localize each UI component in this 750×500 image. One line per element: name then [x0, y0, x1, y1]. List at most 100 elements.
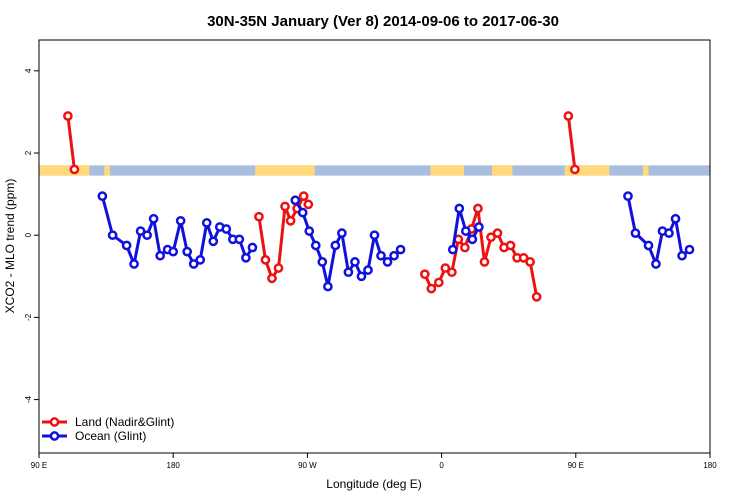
data-point	[447, 267, 457, 278]
data-point	[518, 252, 529, 263]
x-axis-label: Longitude (deg E)	[326, 477, 421, 491]
data-point	[304, 226, 315, 236]
data-point	[303, 199, 314, 210]
land-band-segment	[430, 165, 464, 176]
data-point	[129, 259, 139, 269]
data-point	[247, 242, 258, 253]
data-point	[395, 244, 406, 255]
data-point	[208, 236, 219, 247]
data-point	[280, 201, 290, 212]
data-point	[651, 259, 661, 269]
data-point	[376, 250, 386, 261]
data-point	[135, 226, 146, 236]
data-point	[486, 232, 496, 243]
legend-marker	[49, 431, 60, 441]
x-tick-label: 180	[703, 461, 717, 470]
y-tick-label: 4	[24, 68, 33, 73]
data-point	[290, 195, 301, 206]
y-tick-label: 2	[24, 150, 33, 155]
data-point	[643, 240, 654, 251]
x-tick-label: 90 E	[31, 461, 47, 470]
data-point	[525, 257, 535, 267]
data-point	[447, 244, 458, 255]
data-point	[142, 230, 152, 241]
x-tick-label: 90 E	[568, 461, 584, 470]
y-axis-label: XCO2 - MLO trend (ppm)	[3, 179, 17, 314]
data-point	[221, 224, 232, 234]
data-point	[623, 191, 633, 202]
land-band-segment	[564, 165, 610, 176]
data-point	[479, 257, 490, 267]
land-ocean-band	[39, 165, 710, 176]
land-band-segment	[104, 165, 110, 176]
y-tick-label: 0	[24, 232, 33, 237]
legend-label: Ocean (Glint)	[75, 429, 146, 443]
data-point	[440, 263, 451, 273]
data-point	[356, 271, 367, 282]
series-line	[566, 115, 577, 170]
data-point	[630, 228, 641, 238]
data-point	[474, 222, 484, 232]
data-point	[350, 257, 360, 267]
series-line	[100, 195, 254, 266]
data-point	[492, 228, 503, 238]
series-ocean	[97, 191, 695, 292]
data-point	[323, 281, 333, 292]
data-point	[182, 246, 193, 257]
y-axis-ticks: -4 -2 0 2 4	[24, 68, 39, 403]
data-point	[467, 234, 478, 245]
x-tick-label: 180	[167, 461, 181, 470]
ocean-band	[39, 165, 710, 176]
data-point	[419, 269, 430, 280]
land-band-segment	[491, 165, 513, 176]
data-point	[677, 250, 687, 261]
data-point	[285, 215, 296, 226]
data-point	[201, 218, 212, 228]
data-point	[563, 111, 574, 121]
data-point	[195, 255, 206, 265]
land-band-segment	[39, 165, 90, 176]
legend-marker	[49, 417, 60, 427]
plot-frame	[38, 39, 711, 454]
data-point	[69, 164, 80, 175]
series-layer	[63, 111, 695, 302]
data-point	[382, 257, 393, 267]
data-point	[389, 250, 399, 261]
data-point	[454, 203, 465, 214]
data-point	[63, 111, 73, 121]
chart-title: 30N-35N January (Ver 8) 2014-09-06 to 20…	[207, 13, 559, 30]
series-line	[66, 115, 76, 170]
data-point	[273, 263, 284, 273]
data-point	[426, 283, 437, 294]
legend-label: Land (Nadir&Glint)	[75, 415, 174, 429]
data-point	[337, 228, 347, 238]
data-point	[343, 267, 354, 278]
data-point	[369, 230, 380, 241]
data-point	[460, 226, 471, 236]
data-point	[460, 242, 470, 253]
legend: Land (Nadir&Glint)Ocean (Glint)	[42, 415, 174, 443]
data-point	[155, 250, 166, 261]
data-point	[317, 257, 328, 267]
data-point	[330, 240, 341, 251]
data-point	[473, 203, 483, 214]
data-point	[670, 213, 681, 224]
data-point	[298, 191, 309, 202]
x-axis-ticks: 90 E 180 90 W 0 90 E 180	[31, 453, 717, 470]
data-point	[433, 277, 444, 288]
data-point	[297, 207, 308, 218]
data-point	[260, 255, 271, 265]
data-point	[267, 273, 277, 284]
data-point	[531, 291, 542, 302]
y-tick-label: -2	[24, 313, 33, 321]
data-point	[241, 252, 251, 263]
data-point	[188, 259, 199, 269]
data-point	[505, 240, 516, 251]
x-tick-label: 90 W	[298, 461, 317, 470]
data-point	[310, 240, 321, 251]
series-land	[63, 111, 580, 302]
data-point	[121, 240, 132, 251]
data-point	[168, 246, 179, 257]
data-point	[234, 234, 245, 245]
